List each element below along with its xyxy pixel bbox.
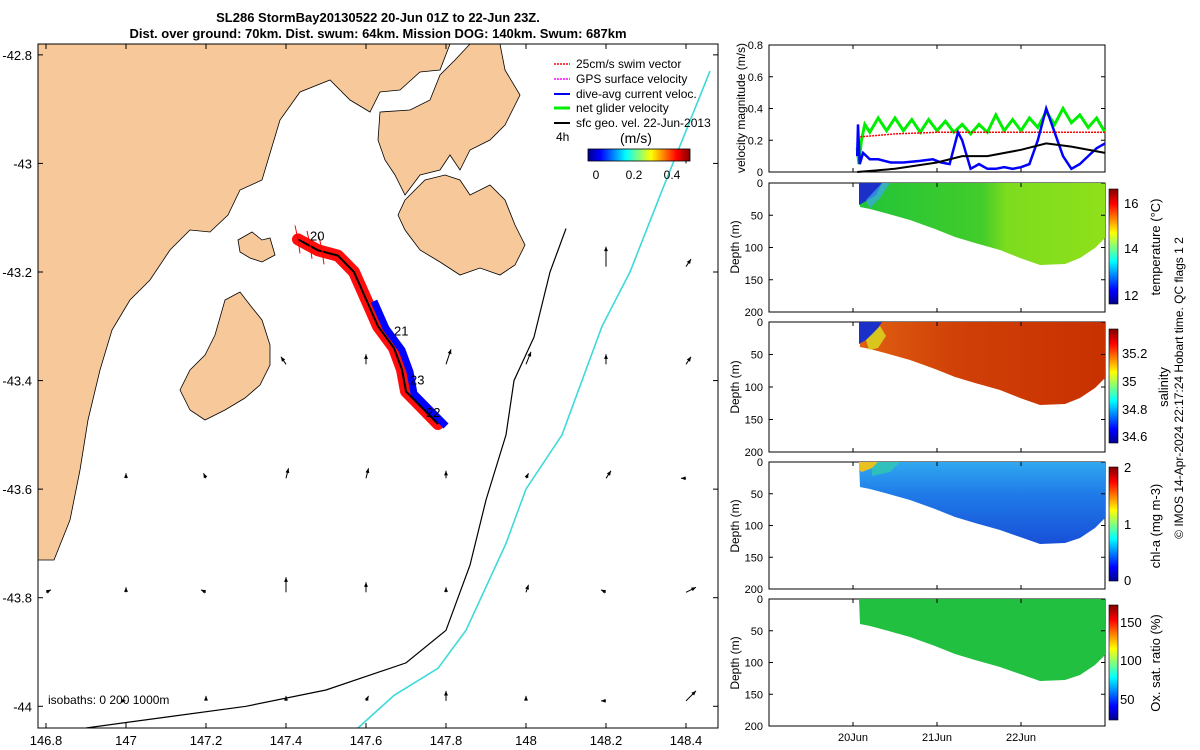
salinity-cbar-tick-34.6: 34.6	[1122, 429, 1147, 444]
oxygen-cbar-tick-150: 150	[1120, 615, 1142, 630]
depth-tick-label: 0	[757, 317, 763, 329]
depth-tick-label: 200	[745, 721, 763, 733]
salinity-ylabel: Depth (m)	[728, 360, 742, 413]
velocity-ylabel: velocity magnitude (m/s)	[734, 43, 748, 173]
chla-cbar-tick-2: 2	[1124, 460, 1131, 475]
temperature-cbar-label: temperature (°C)	[1148, 199, 1163, 296]
salinity-panel: 0 50 100 150 200 Depth (m) 35.2 35 34.8 34.6…	[728, 317, 1171, 459]
salinity-cbar-tick-35: 35	[1122, 374, 1136, 389]
temperature-cbar-tick-14: 14	[1124, 241, 1138, 256]
temperature-ylabel: Depth (m)	[728, 220, 742, 273]
depth-tick-label: 50	[751, 350, 763, 362]
oxygen-colorbar	[1109, 605, 1118, 720]
map-x-tick-label: 147.6	[350, 733, 383, 748]
depth-tick-label: 150	[745, 552, 763, 564]
temperature-cbar-tick-16: 16	[1124, 196, 1138, 211]
salinity-colorbar	[1109, 329, 1118, 443]
velocity-y-tick-label: 0.2	[748, 135, 763, 147]
salinity-cbar-tick-34.8: 34.8	[1122, 402, 1147, 417]
map-x-tick-label: 147.8	[430, 733, 463, 748]
map-x-tick-label: 148	[515, 733, 537, 748]
legend-item-swim-vector: 25cm/s swim vector	[576, 57, 681, 71]
imos-credit: © IMOS 14-Apr-2024 22:17:24 Hobart time.…	[1172, 237, 1186, 539]
map-colorbar-label: (m/s)	[620, 130, 652, 146]
depth-tick-label: 150	[745, 415, 763, 427]
track-day-label: 20	[310, 229, 324, 244]
time-tick-label: 20Jun	[838, 732, 868, 744]
map-colorbar	[588, 149, 690, 161]
depth-tick-label: 100	[745, 243, 763, 255]
chla-panel: 0 50 100 150 200 Depth (m) 2 1 0 chl-a (mg m…	[728, 457, 1163, 596]
time-tick-label: 21Jun	[922, 732, 952, 744]
depth-tick-label: 150	[745, 275, 763, 287]
map-x-tick-label: 146.8	[30, 733, 63, 748]
map-y-tick-label: -43.2	[2, 265, 32, 280]
velocity-panel: 0 0.2 0.4 0.6 0.8 velocity magnitude (m/s)	[734, 40, 1105, 179]
map-x-tick-label: 147	[115, 733, 137, 748]
map-colorbar-tick-0: 0	[593, 168, 600, 182]
chla-cbar-tick-1: 1	[1124, 517, 1131, 532]
figure-title-line2: Dist. over ground: 70km. Dist. swum: 64k…	[129, 26, 626, 41]
map-x-tick-label: 147.4	[270, 733, 303, 748]
depth-tick-label: 100	[745, 658, 763, 670]
track-day-label: 21	[394, 324, 408, 339]
temperature-cbar-tick-12: 12	[1124, 288, 1138, 303]
isobath-legend: isobaths: 0 200 1000m	[48, 693, 169, 707]
chla-cbar-tick-0: 0	[1124, 573, 1131, 588]
legend-item-sfc-geo: sfc geo. vel. 22-Jun-2013	[576, 116, 711, 130]
time-tick-label: 22Jun	[1006, 732, 1036, 744]
depth-tick-label: 0	[757, 594, 763, 606]
temperature-colorbar	[1109, 189, 1118, 304]
figure: SL286 StormBay20130522 20-Jun 01Z to 22-…	[0, 0, 1200, 750]
depth-tick-label: 0	[757, 457, 763, 469]
map-y-tick-label: -42.8	[2, 48, 32, 63]
map-colorbar-tick-2: 0.4	[664, 168, 681, 182]
map-x-tick-label: 147.2	[190, 733, 223, 748]
oxygen-cbar-tick-50: 50	[1120, 692, 1134, 707]
depth-tick-label: 50	[751, 489, 763, 501]
legend-item-net-glider: net glider velocity	[576, 101, 669, 115]
figure-title-line1: SL286 StormBay20130522 20-Jun 01Z to 22-…	[216, 10, 540, 25]
map-panel: 20 21 23 22 146.8 147 147.2 147.4 147.6 147.8 148…	[2, 44, 718, 748]
legend-item-dive-avg: dive-avg current veloc.	[576, 87, 697, 101]
velocity-y-tick-label: 0.6	[748, 72, 763, 84]
depth-tick-label: 100	[745, 521, 763, 533]
depth-tick-label: 150	[745, 689, 763, 701]
temperature-panel: 050100150200 Depth (m) 16 14 12 temperat…	[728, 178, 1163, 319]
chla-ylabel: Depth (m)	[728, 499, 742, 552]
legend-time-label: 4h	[556, 130, 569, 144]
oxygen-cbar-tick-100: 100	[1120, 653, 1142, 668]
salinity-cbar-label: salinity	[1156, 367, 1171, 407]
velocity-y-tick-label: 0.4	[748, 104, 763, 116]
chla-cbar-label: chl-a (mg m-3)	[1148, 484, 1163, 569]
map-y-tick-label: -43	[13, 156, 32, 171]
map-colorbar-tick-1: 0.2	[626, 168, 643, 182]
map-x-tick-label: 148.2	[590, 733, 623, 748]
velocity-axes	[769, 45, 1105, 172]
oxygen-cbar-label: Ox. sat. ratio (%)	[1148, 614, 1163, 712]
velocity-y-tick-label: 0.8	[748, 40, 763, 52]
track-day-label: 23	[410, 373, 424, 388]
salinity-cbar-tick-35.2: 35.2	[1122, 346, 1147, 361]
map-y-tick-label: -44	[13, 699, 32, 714]
track-day-label: 22	[426, 405, 440, 420]
legend-item-gps-surface: GPS surface velocity	[576, 72, 687, 86]
depth-tick-label: 50	[751, 626, 763, 638]
oxygen-panel: 0 50 100 150 200 Depth (m) 150 100 50 Ox. sa…	[728, 594, 1163, 733]
depth-tick-label: 50	[751, 210, 763, 222]
chla-colorbar	[1109, 467, 1118, 581]
depth-tick-label: 100	[745, 382, 763, 394]
depth-tick-label: 0	[757, 178, 763, 190]
map-y-tick-label: -43.8	[2, 591, 32, 606]
map-x-tick-label: 148.4	[670, 733, 703, 748]
oxygen-ylabel: Depth (m)	[728, 636, 742, 689]
map-y-tick-label: -43.6	[2, 482, 32, 497]
map-y-tick-label: -43.4	[2, 374, 32, 389]
